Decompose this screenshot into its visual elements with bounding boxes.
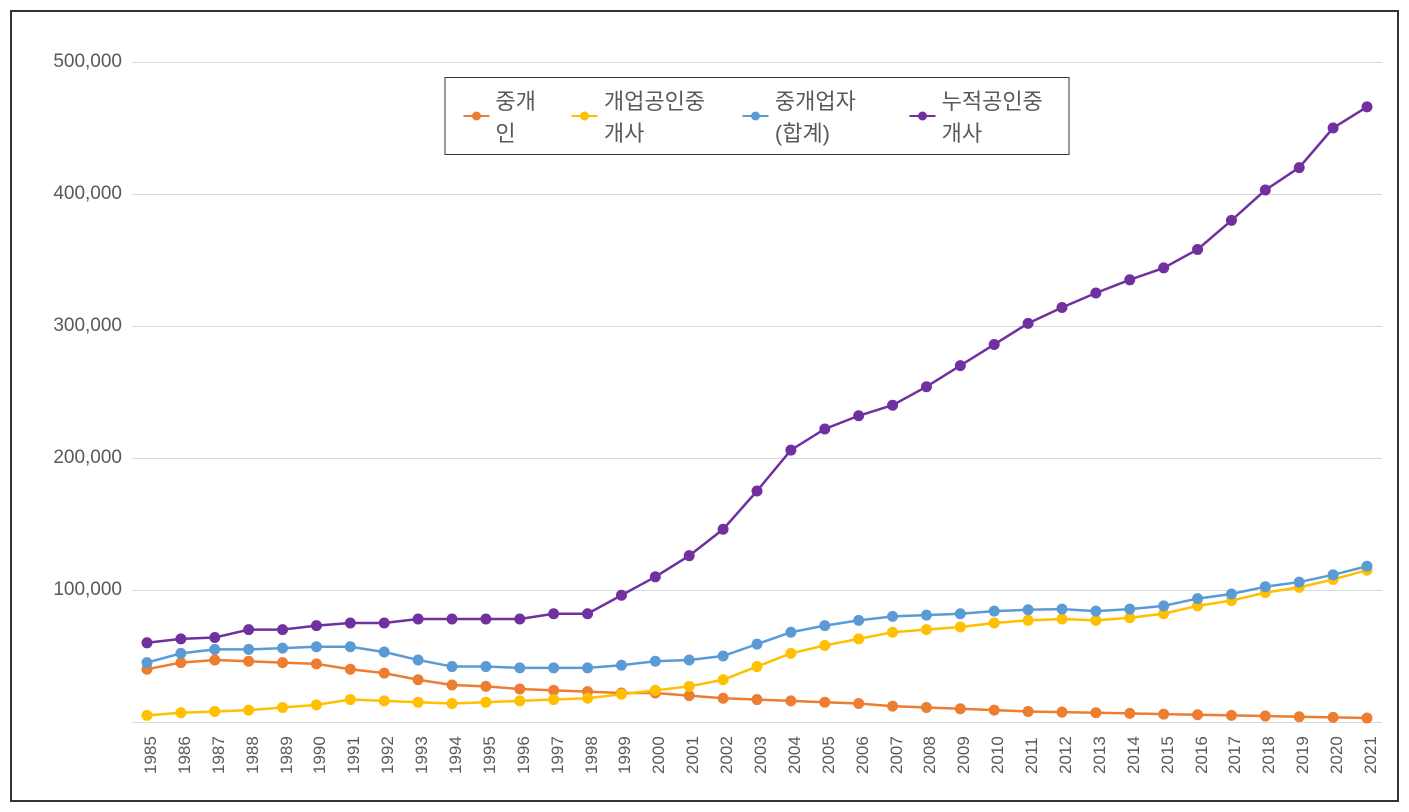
x-tick-label: 2003 <box>751 736 771 774</box>
legend-marker-icon <box>464 115 490 118</box>
x-tick-label: 2013 <box>1090 736 1110 774</box>
legend-label: 누적공인중개사 <box>942 84 1051 148</box>
baseline <box>132 722 1382 723</box>
x-tick-label: 1996 <box>514 736 534 774</box>
x-tick-label: 1999 <box>615 736 635 774</box>
y-tick-label: 500,000 <box>53 51 122 73</box>
y-tick-label: 300,000 <box>53 315 122 337</box>
x-tick-label: 2007 <box>887 736 907 774</box>
x-tick-label: 2004 <box>785 736 805 774</box>
legend-label: 중개업자(합계) <box>775 84 880 148</box>
legend-item-total: 중개업자(합계) <box>743 84 880 148</box>
chart-lines <box>132 62 1382 722</box>
legend-item-cumulative: 누적공인중개사 <box>909 84 1050 148</box>
x-tick-label: 1989 <box>277 736 297 774</box>
legend-marker-icon <box>743 115 769 118</box>
x-tick-label: 2019 <box>1293 736 1313 774</box>
x-tick-label: 2014 <box>1124 736 1144 774</box>
x-tick-label: 1990 <box>310 736 330 774</box>
x-tick-label: 2008 <box>920 736 940 774</box>
y-tick-label: 200,000 <box>53 447 122 469</box>
x-tick-label: 1991 <box>344 736 364 774</box>
legend-item-licensed: 개업공인중개사 <box>572 84 713 148</box>
x-tick-label: 2005 <box>819 736 839 774</box>
legend-label: 개업공인중개사 <box>604 84 713 148</box>
x-tick-label: 1987 <box>209 736 229 774</box>
x-tick-label: 1985 <box>141 736 161 774</box>
x-tick-label: 1993 <box>412 736 432 774</box>
x-tick-label: 2011 <box>1022 737 1042 774</box>
x-tick-label: 2016 <box>1192 736 1212 774</box>
x-tick-label: 2006 <box>853 736 873 774</box>
x-tick-label: 1988 <box>243 736 263 774</box>
legend-label: 중개인 <box>495 84 541 148</box>
chart-container: 100,000 200,000 300,000 400,000 500,000 … <box>10 10 1399 802</box>
legend: 중개인 개업공인중개사 중개업자(합계) 누적공인중개사 <box>445 77 1070 155</box>
x-tick-label: 2021 <box>1361 736 1381 774</box>
y-tick-label: 400,000 <box>53 183 122 205</box>
x-tick-label: 2009 <box>954 736 974 774</box>
x-tick-label: 2010 <box>988 736 1008 774</box>
x-tick-label: 2001 <box>683 736 703 774</box>
x-tick-label: 2020 <box>1327 736 1347 774</box>
x-tick-label: 2017 <box>1225 736 1245 774</box>
x-tick-label: 1986 <box>175 736 195 774</box>
plot-area: 중개인 개업공인중개사 중개업자(합계) 누적공인중개사 <box>132 62 1382 722</box>
x-tick-label: 1992 <box>378 736 398 774</box>
legend-marker-icon <box>909 115 935 118</box>
legend-marker-icon <box>572 115 598 118</box>
x-axis: 1985 1986 1987 1988 1989 1990 1991 1992 1993 1994… <box>132 724 1382 802</box>
x-tick-label: 1997 <box>548 736 568 774</box>
x-tick-label: 1995 <box>480 736 500 774</box>
x-tick-label: 2015 <box>1158 736 1178 774</box>
x-tick-label: 1998 <box>582 736 602 774</box>
y-axis: 100,000 200,000 300,000 400,000 500,000 <box>12 62 130 722</box>
legend-item-broker: 중개인 <box>464 84 542 148</box>
x-tick-label: 2000 <box>649 736 669 774</box>
x-tick-label: 2018 <box>1259 736 1279 774</box>
x-tick-label: 2002 <box>717 736 737 774</box>
x-tick-label: 1994 <box>446 736 466 774</box>
y-tick-label: 100,000 <box>53 579 122 601</box>
x-tick-label: 2012 <box>1056 736 1076 774</box>
